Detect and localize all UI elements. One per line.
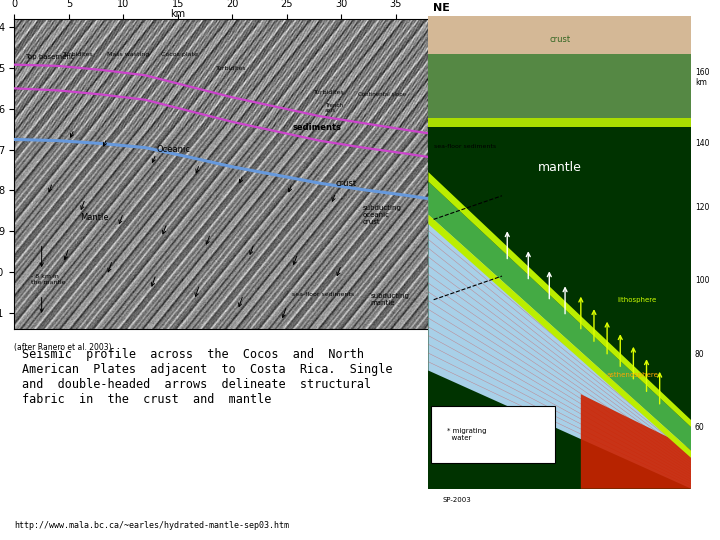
Text: sea-floor sediments: sea-floor sediments — [292, 292, 354, 297]
Text: 100: 100 — [695, 276, 709, 285]
Polygon shape — [428, 214, 691, 458]
Text: mantle: mantle — [538, 161, 582, 174]
Polygon shape — [428, 16, 691, 54]
Polygon shape — [428, 195, 691, 489]
Text: subducting
oceanic
crust: subducting oceanic crust — [363, 205, 402, 225]
Polygon shape — [428, 118, 691, 127]
Text: - 8 km in
the mantle: - 8 km in the mantle — [31, 274, 66, 285]
Text: Trench
axis: Trench axis — [325, 103, 343, 113]
Text: NE: NE — [433, 3, 449, 13]
Text: crust: crust — [336, 179, 357, 188]
Text: Cocos plate: Cocos plate — [161, 52, 198, 57]
Text: 80: 80 — [695, 349, 704, 359]
Polygon shape — [428, 172, 691, 427]
Text: Turbidites: Turbidites — [314, 90, 345, 96]
Text: crust: crust — [549, 35, 570, 44]
Text: lithosphere: lithosphere — [618, 296, 657, 303]
Text: Mass wasting: Mass wasting — [107, 52, 149, 57]
Text: sediments: sediments — [292, 123, 341, 132]
FancyBboxPatch shape — [431, 406, 554, 463]
Text: Mantle: Mantle — [80, 213, 109, 222]
Text: 140: 140 — [695, 139, 709, 148]
Text: asthenosphere: asthenosphere — [607, 372, 659, 379]
Polygon shape — [581, 394, 691, 489]
Text: Continental slope: Continental slope — [358, 92, 405, 97]
Text: Oceanic: Oceanic — [156, 145, 190, 154]
Text: Top basement: Top basement — [25, 53, 74, 59]
Text: (after Ranero et al. 2003): (after Ranero et al. 2003) — [14, 343, 112, 352]
Text: 120: 120 — [695, 203, 709, 212]
Polygon shape — [428, 54, 691, 120]
Polygon shape — [428, 181, 691, 451]
Text: SP-2003: SP-2003 — [443, 497, 472, 503]
Text: Seismic  profile  across  the  Cocos  and  North
American  Plates  adjacent  to : Seismic profile across the Cocos and Nor… — [22, 348, 392, 406]
Text: subducting
mantle: subducting mantle — [371, 293, 410, 306]
Text: Turbidites: Turbidites — [63, 52, 94, 57]
Text: Turbidites: Turbidites — [216, 66, 246, 71]
Text: * migrating
  water: * migrating water — [447, 428, 486, 441]
Text: 160
km: 160 km — [695, 68, 709, 87]
Text: km: km — [170, 9, 185, 19]
Text: http://www.mala.bc.ca/~earles/hydrated-mantle-sep03.htm: http://www.mala.bc.ca/~earles/hydrated-m… — [14, 521, 289, 530]
Text: 60: 60 — [695, 423, 705, 432]
Text: sea-floor sediments: sea-floor sediments — [433, 144, 496, 149]
